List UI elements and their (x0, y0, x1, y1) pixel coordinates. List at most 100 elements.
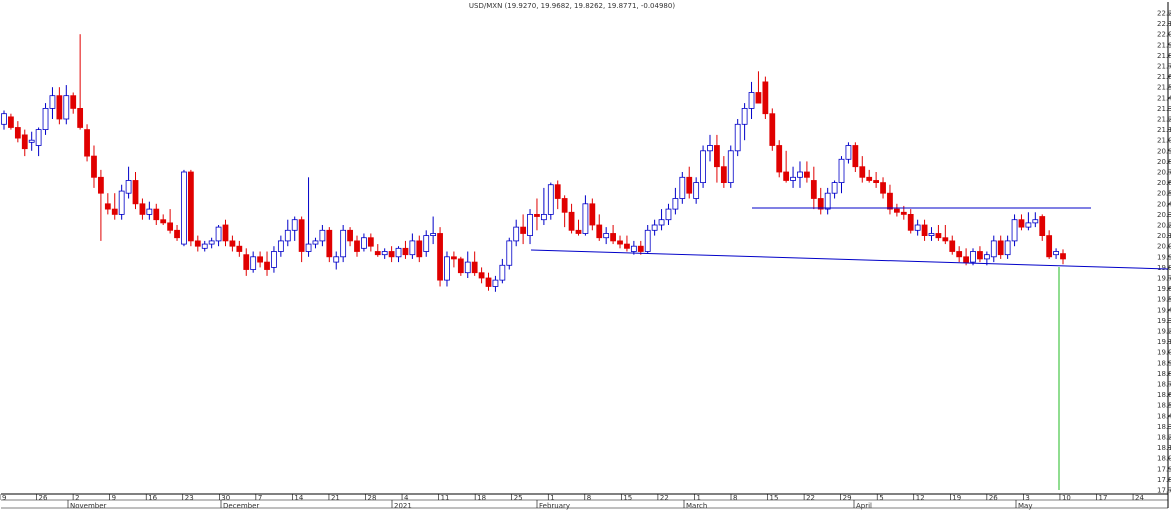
candle-body-up (603, 233, 610, 239)
candle-body-up (513, 226, 520, 242)
candle-body-down (1018, 219, 1025, 228)
candle-body-up (28, 139, 35, 143)
candle-body-down (1039, 216, 1046, 237)
candle (589, 198, 596, 231)
candle-body-up (430, 233, 437, 236)
candle (1025, 212, 1032, 231)
y-tick-label: 20.1 (1157, 232, 1171, 240)
candle-body-down (817, 198, 824, 210)
candle (430, 216, 437, 245)
candle-body-up (381, 251, 388, 256)
candle (181, 169, 187, 247)
candle (990, 235, 997, 263)
candle-body-down (8, 116, 14, 128)
x-tick-label: 19 (952, 494, 961, 502)
y-tick-label: 21.5 (1157, 84, 1171, 92)
candle-body-up (1025, 222, 1032, 228)
candle (444, 251, 450, 287)
candle (8, 113, 14, 130)
candle (977, 246, 983, 263)
candle-body-down (714, 145, 720, 168)
candle-body-up (201, 243, 208, 249)
candle-body-down (229, 240, 236, 247)
month-label: 2021 (394, 502, 412, 510)
candle-body-down (977, 251, 983, 260)
candle (554, 180, 561, 210)
candles (1, 34, 1066, 292)
candle-body-up (208, 240, 215, 245)
x-tick-label: 14 (294, 494, 303, 502)
candle-body-up (291, 219, 298, 231)
candle-body-down (451, 256, 457, 260)
candle-body-up (125, 180, 132, 194)
candle (880, 177, 886, 199)
candle (381, 248, 388, 259)
candle-body-down (776, 145, 783, 173)
candle-body-down (416, 240, 423, 258)
x-tick-label: 25 (514, 494, 523, 502)
candle-body-up (734, 123, 741, 152)
y-tick-label: 18.0 (1157, 455, 1171, 463)
candle (361, 233, 367, 252)
candle (201, 240, 208, 252)
y-tick-label: 20.7 (1157, 169, 1171, 177)
candle-body-down (596, 224, 603, 239)
x-tick-label: 15 (623, 494, 632, 502)
candle (693, 177, 700, 204)
candle (720, 156, 727, 188)
candle-body-up (527, 213, 533, 236)
y-tick-label: 18.1 (1157, 444, 1171, 452)
y-tick-label: 20.6 (1157, 179, 1171, 187)
candle (229, 235, 236, 252)
x-tick-label: 22 (806, 494, 815, 502)
x-axis: 9 26 2 9 16 23 30 7 14 21 28 4 11 18 25 1 8 15 22 1 8 15 22 29 5… (0, 494, 1145, 510)
candle (1032, 212, 1039, 228)
candle (970, 248, 976, 266)
candle (271, 246, 277, 273)
candle-body-down (534, 213, 540, 217)
candle (91, 145, 97, 188)
candle-body-down (21, 134, 28, 150)
month-label: May (1018, 502, 1032, 510)
candle-body-up (970, 251, 976, 263)
x-tick-label: 7 (258, 494, 262, 502)
x-tick-label: 18 (477, 494, 486, 502)
candle-body-down (132, 180, 139, 205)
candle (236, 240, 243, 257)
candle (437, 227, 443, 287)
candle-body-up (700, 150, 706, 184)
candle-body-down (686, 176, 693, 194)
candle (893, 203, 900, 217)
candle (817, 187, 824, 215)
candle (492, 275, 499, 292)
month-label: February (539, 502, 570, 510)
candle (644, 225, 651, 254)
candle (21, 129, 28, 157)
candle (277, 235, 284, 257)
candle (222, 219, 229, 247)
candle-body-up (361, 237, 367, 249)
trendline[interactable] (530, 249, 1169, 270)
candle (243, 248, 250, 276)
y-tick-label: 19.5 (1157, 296, 1171, 304)
y-tick-label: 18.5 (1157, 402, 1171, 410)
x-tick-label: 3 (1025, 494, 1029, 502)
y-tick-label: 20.4 (1157, 200, 1171, 208)
candle (658, 209, 665, 231)
candle-body-down (956, 251, 963, 258)
candle-body-up (707, 145, 713, 152)
candle-body-up (845, 145, 852, 160)
candle-body-down (194, 240, 201, 247)
candle-body-up (49, 95, 56, 109)
candle (617, 235, 623, 249)
candle (914, 219, 921, 236)
candle-body-down (70, 95, 77, 109)
candle (160, 214, 167, 225)
candle-body-up (444, 256, 450, 281)
candle (547, 182, 554, 220)
candle (506, 237, 513, 270)
candle (478, 267, 485, 284)
candle (125, 166, 132, 199)
x-tick-label: 8 (587, 494, 591, 502)
candle (118, 184, 125, 220)
